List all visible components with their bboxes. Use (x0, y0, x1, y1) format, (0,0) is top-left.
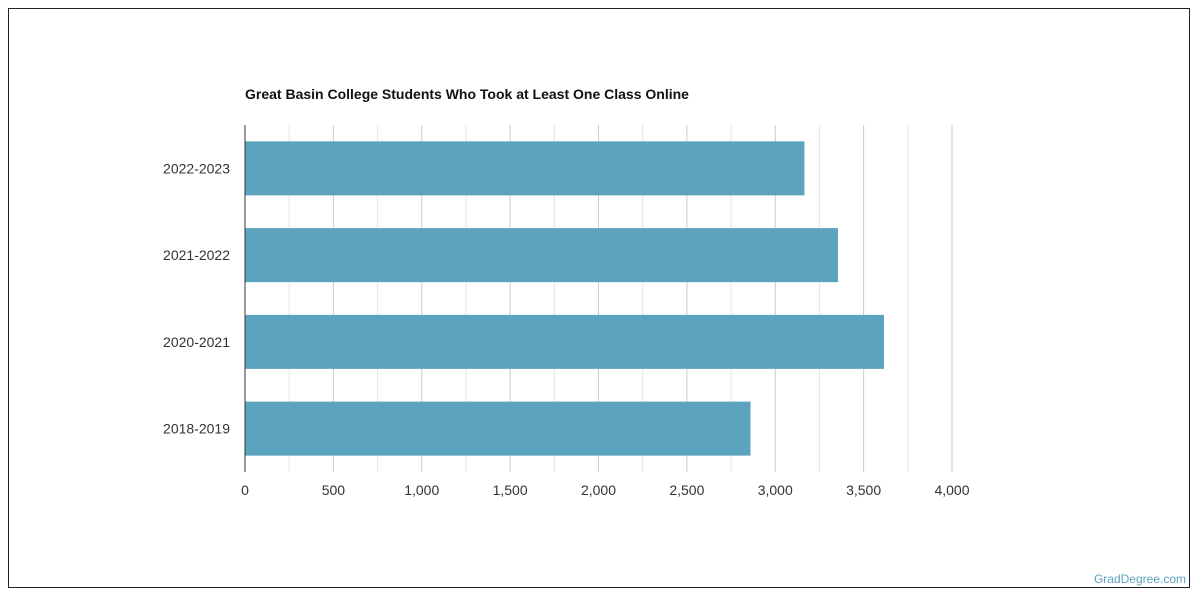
watermark-link[interactable]: GradDegree.com (1093, 572, 1186, 586)
x-tick-label: 2,000 (581, 482, 616, 498)
category-label: 2018-2019 (163, 421, 230, 437)
x-tick-label: 1,000 (404, 482, 439, 498)
x-tick-label: 3,000 (758, 482, 793, 498)
bar-2018-2019[interactable] (245, 401, 751, 456)
bar-2020-2021[interactable] (245, 314, 884, 369)
category-label: 2022-2023 (163, 160, 230, 176)
bar-2022-2023[interactable] (245, 141, 805, 196)
x-tick-label: 1,500 (493, 482, 528, 498)
category-label: 2020-2021 (163, 334, 230, 350)
x-tick-label: 4,000 (934, 482, 969, 498)
x-tick-label: 2,500 (669, 482, 704, 498)
chart-title: Great Basin College Students Who Took at… (245, 86, 689, 102)
x-tick-label: 0 (241, 482, 249, 498)
category-label: 2021-2022 (163, 247, 230, 263)
bar-2021-2022[interactable] (245, 228, 838, 283)
x-tick-label: 3,500 (846, 482, 881, 498)
x-tick-label: 500 (322, 482, 346, 498)
